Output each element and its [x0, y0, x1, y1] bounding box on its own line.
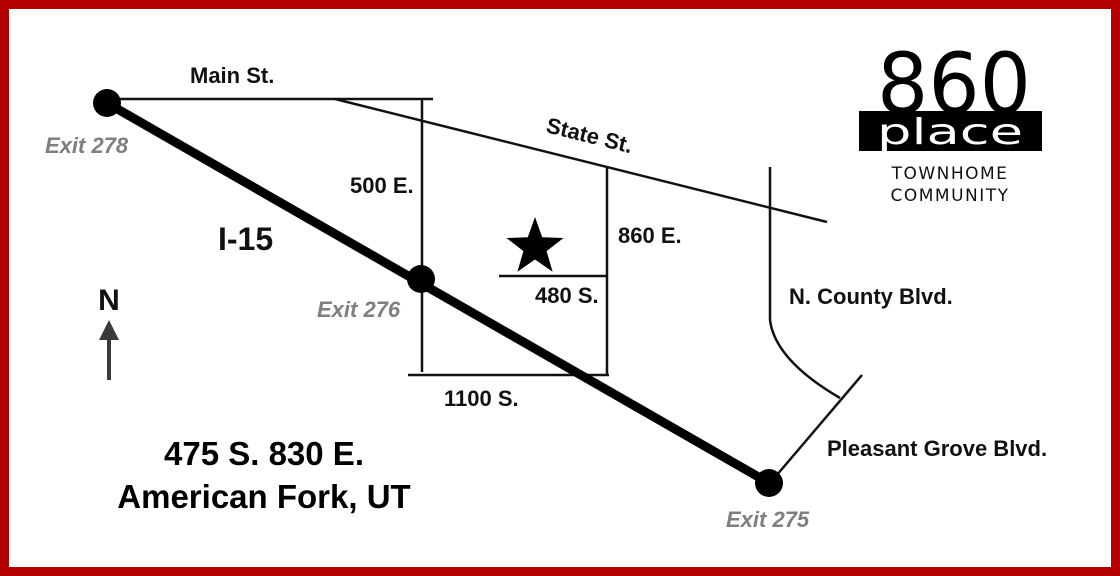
- exit-278-marker: [93, 89, 121, 117]
- exit-276-label: Exit 276: [317, 297, 401, 322]
- state-street-road: [334, 97, 828, 224]
- state-street-label: State St.: [544, 113, 635, 159]
- exit-275-marker: [755, 469, 783, 497]
- 1100-south-label: 1100 S.: [444, 386, 519, 411]
- north-county-blvd-road: [768, 167, 841, 400]
- address-line-1: 475 S. 830 E.: [164, 435, 364, 472]
- 480-south-label: 480 S.: [535, 283, 599, 308]
- logo-tagline-1: TOWNHOME: [891, 164, 1009, 184]
- star-icon: [506, 217, 564, 272]
- logo-tagline-2: COMMUNITY: [890, 186, 1009, 206]
- main-street-label: Main St.: [190, 63, 274, 88]
- i15-freeway: [102, 98, 774, 488]
- 860-east-label: 860 E.: [618, 223, 682, 248]
- north-arrow-icon: [99, 320, 119, 380]
- i15-label: I-15: [218, 221, 273, 257]
- community-logo: 860 place TOWNHOME COMMUNITY: [859, 35, 1042, 206]
- pleasant-grove-blvd-label: Pleasant Grove Blvd.: [827, 436, 1047, 461]
- exit-278-label: Exit 278: [45, 133, 129, 158]
- address-line-2: American Fork, UT: [117, 478, 410, 515]
- pleasant-grove-blvd-road: [775, 374, 863, 477]
- compass-label: N: [98, 284, 120, 317]
- exit-276-marker: [407, 265, 435, 293]
- 500-east-label: 500 E.: [350, 173, 414, 198]
- logo-word: place: [877, 112, 1023, 153]
- north-county-blvd-label: N. County Blvd.: [789, 284, 953, 309]
- logo-word-band: [859, 111, 1042, 151]
- exit-275-label: Exit 275: [726, 507, 810, 532]
